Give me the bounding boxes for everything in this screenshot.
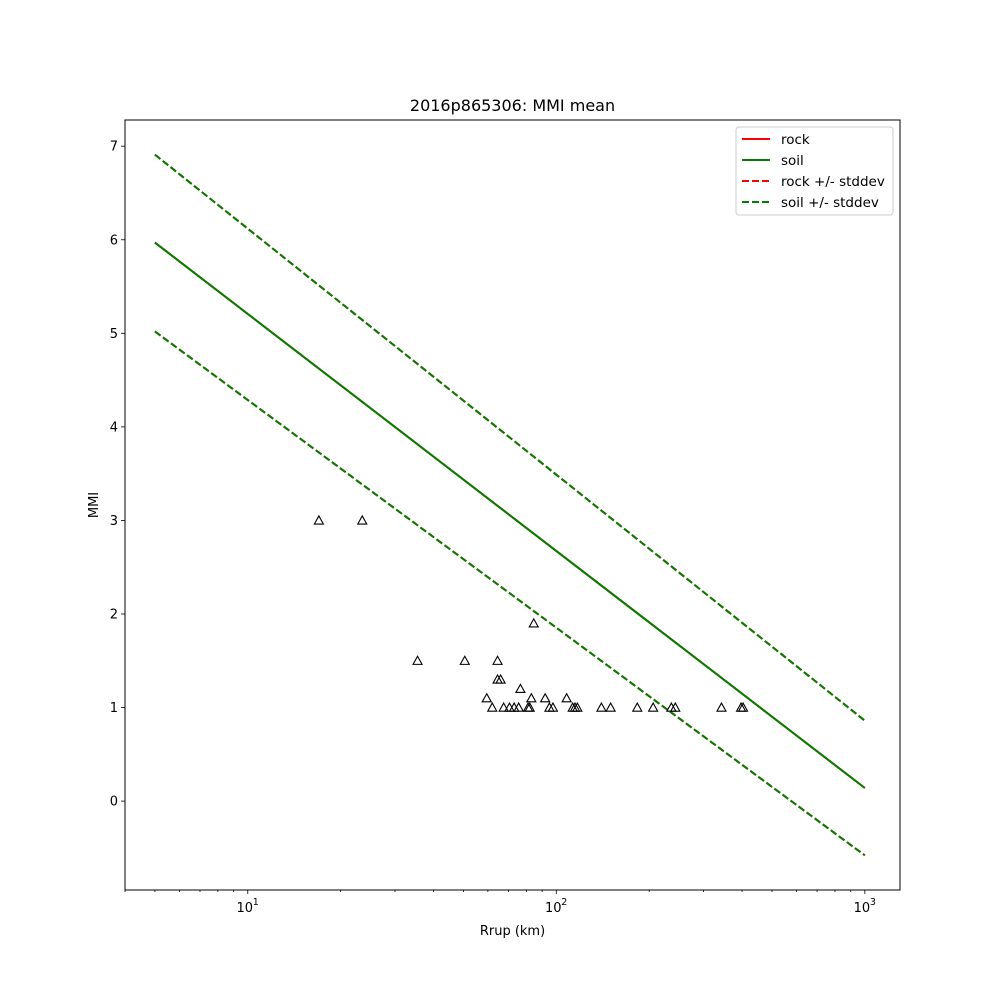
observation-marker: [631, 701, 643, 712]
x-tick-exponent: 3: [870, 897, 876, 908]
x-axis-label: Rrup (km): [480, 924, 545, 939]
legend-box: [735, 126, 894, 216]
legend: rock soil rock +/- stddev soil +/- stddev: [735, 126, 894, 216]
observation-marker: [459, 655, 471, 665]
observation-marker: [547, 701, 559, 712]
observation-marker: [524, 701, 536, 712]
plot-frame: [124, 119, 901, 891]
observation-marker: [486, 701, 498, 712]
y-tick-label: 2: [110, 607, 118, 622]
legend-label: rock: [781, 132, 810, 148]
x-tick-label: 10: [545, 901, 562, 916]
data-layer: [154, 153, 866, 857]
observation-marker: [595, 701, 607, 712]
x-tick-label: 10: [237, 901, 254, 916]
legend-label: soil +/- stddev: [781, 195, 879, 211]
observation-marker: [412, 655, 423, 665]
observation-marker: [669, 701, 681, 712]
observation-marker: [313, 514, 325, 525]
y-tick-label: 7: [110, 140, 118, 155]
y-tick-label: 6: [110, 233, 118, 248]
legend-label: rock +/- stddev: [781, 174, 885, 190]
observation-marker: [514, 683, 526, 693]
plot-area: [125, 120, 900, 890]
y-tick-label: 3: [110, 514, 118, 529]
observation-marker: [605, 701, 617, 712]
observation-marker: [498, 701, 510, 712]
legend-label: soil: [781, 153, 804, 169]
observation-marker: [481, 692, 493, 703]
y-tick-label: 0: [110, 795, 118, 810]
observation-marker: [571, 701, 583, 712]
series-line-soil-stddev-upper: [154, 153, 866, 722]
observation-marker: [356, 514, 368, 525]
y-tick-label: 1: [110, 701, 118, 716]
observation-marker: [495, 673, 507, 684]
y-axis-label: MMI: [87, 492, 102, 518]
x-tick-exponent: 1: [253, 897, 259, 908]
observation-marker: [539, 692, 551, 703]
y-axis: 0 1 2 3 4 5 6 7: [110, 140, 125, 810]
observation-marker: [492, 655, 503, 665]
y-tick-label: 5: [110, 327, 118, 342]
y-tick-label: 4: [110, 420, 118, 435]
observation-marker: [737, 701, 749, 712]
observation-marker: [513, 701, 525, 712]
observation-marker: [716, 701, 727, 712]
observation-marker: [561, 692, 573, 703]
x-axis: 10 1 10 2 10 3: [124, 890, 876, 916]
x-tick-exponent: 2: [561, 897, 567, 908]
chart-title: 2016p865306: MMI mean: [410, 96, 615, 115]
series-line-soil: [154, 241, 866, 789]
x-tick-label: 10: [854, 901, 871, 916]
observation-marker: [525, 692, 537, 703]
observation-marker: [528, 617, 540, 628]
series-line-soil-stddev-lower: [154, 330, 866, 857]
observation-marker: [647, 701, 659, 712]
